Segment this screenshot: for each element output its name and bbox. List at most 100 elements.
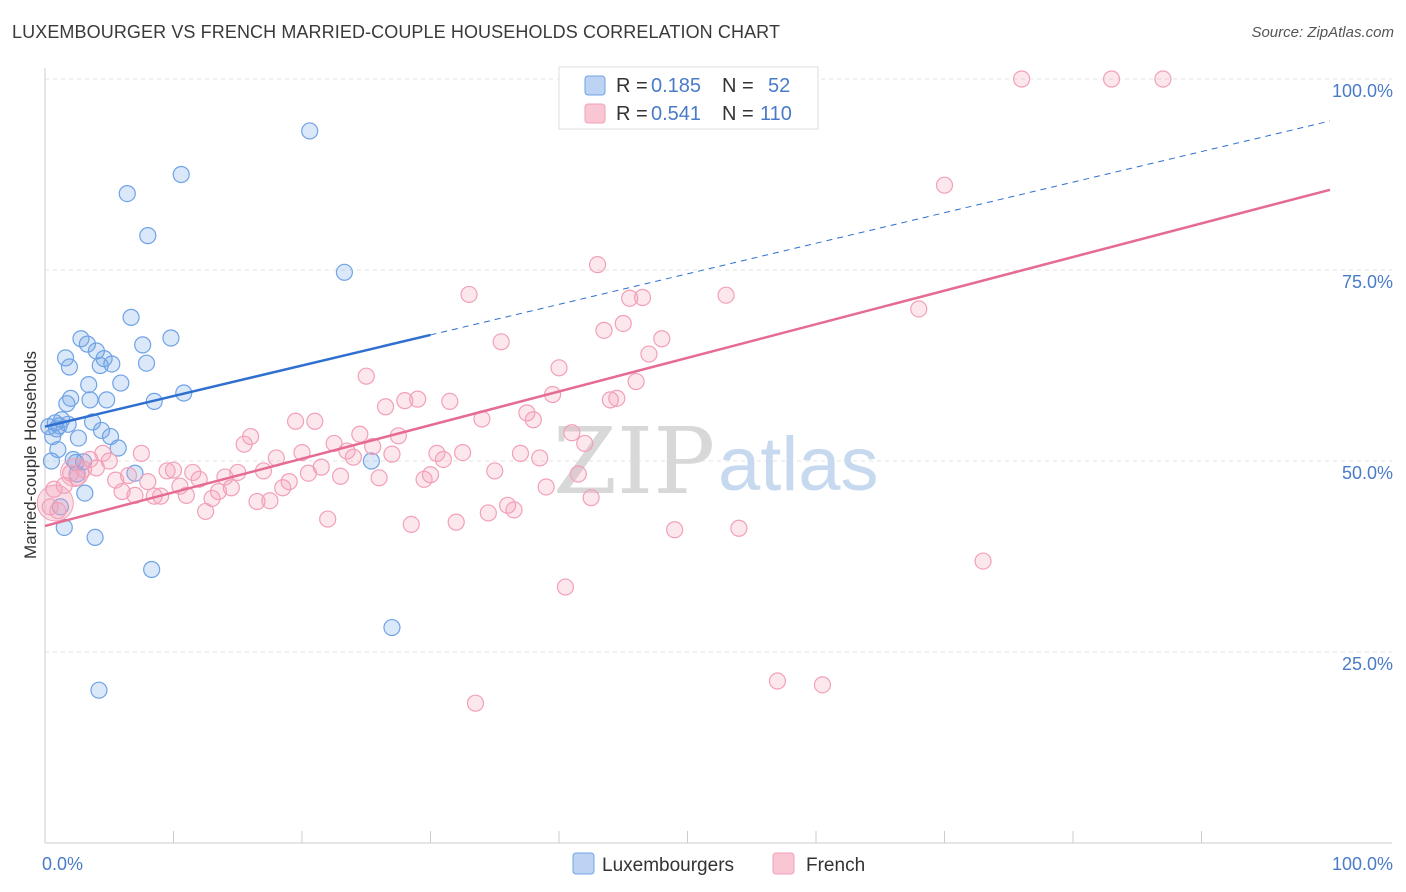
watermark-zip: ZIP <box>553 408 715 515</box>
french-point-47 <box>344 448 362 466</box>
y-tick-label-1: 50.0% <box>1342 463 1393 483</box>
french-point-43 <box>319 510 337 528</box>
luxembourgers-point-7 <box>55 518 73 537</box>
french-point-34 <box>261 492 279 510</box>
french-point-102 <box>935 176 954 194</box>
french-point-62 <box>441 392 459 411</box>
luxembourgers-point-38 <box>134 336 152 354</box>
french-point-28 <box>222 479 240 497</box>
french-point-95 <box>717 286 735 304</box>
french-point-21 <box>177 486 195 504</box>
french-point-38 <box>286 412 305 430</box>
luxembourgers-point-39 <box>137 354 156 372</box>
luxembourgers-point-36 <box>122 308 140 326</box>
luxembourgers-trend-line <box>44 333 431 428</box>
luxembourgers-point-34 <box>112 374 130 392</box>
luxembourgers-point-11 <box>60 358 79 376</box>
french-point-88 <box>608 389 626 407</box>
french-point-1 <box>49 502 67 520</box>
legend-n-value-lux: 52 <box>768 75 790 97</box>
french-point-42 <box>312 458 330 476</box>
legend-r-value-fr: 0.541 <box>651 103 701 125</box>
french-point-51 <box>370 469 388 487</box>
french-point-87 <box>601 391 620 409</box>
french-point-12 <box>119 466 138 485</box>
french-point-64 <box>454 443 472 462</box>
french-point-57 <box>409 390 427 408</box>
french-point-25 <box>203 489 221 508</box>
luxembourgers-point-33 <box>109 439 127 457</box>
legend-r-label-fr: R = <box>616 103 648 125</box>
french-point-86 <box>595 321 613 339</box>
y-tick-label-2: 75.0% <box>1342 272 1393 292</box>
luxembourgers-point-30 <box>98 391 116 409</box>
french-point-56 <box>402 515 420 534</box>
french-point-26 <box>209 482 228 501</box>
legend-swatch-french <box>584 103 606 124</box>
luxembourgers-point-22 <box>81 391 99 409</box>
trend-lines <box>44 120 1331 528</box>
bottom-legend-swatch-luxembourgers <box>572 852 595 875</box>
luxembourgers-point-44 <box>172 165 190 184</box>
french-point-41 <box>306 412 324 430</box>
french-point-66 <box>466 694 485 712</box>
french-trend-line <box>44 188 1331 528</box>
legend-n-value-fr: 110 <box>760 103 792 125</box>
luxembourgers-point-41 <box>143 560 161 579</box>
french-point-18 <box>158 462 176 480</box>
french-point-31 <box>242 427 260 446</box>
french-point-68 <box>479 504 497 522</box>
french-point-75 <box>524 411 542 429</box>
legend-r-value-lux: 0.185 <box>651 75 701 97</box>
luxembourgers-point-40 <box>139 227 157 245</box>
watermark: ZIP atlas <box>553 408 879 515</box>
luxembourgers-points <box>40 122 401 699</box>
french-cluster-point <box>36 484 74 522</box>
top-legend: R = 0.185 N = 52 R = 0.541 N = 110 <box>558 66 819 130</box>
french-point-89 <box>614 314 632 333</box>
french-point-73 <box>511 444 530 462</box>
french-point-85 <box>588 256 607 274</box>
x-tick-labels: 0.0% 100.0% <box>42 854 1393 874</box>
x-tick-label-1: 100.0% <box>1332 854 1393 874</box>
french-point-9 <box>100 452 118 470</box>
bottom-legend-label-french: French <box>806 855 865 876</box>
luxembourgers-point-43 <box>162 329 180 347</box>
french-points <box>36 70 1172 712</box>
luxembourgers-point-48 <box>362 452 380 470</box>
luxembourgers-point-16 <box>69 429 88 447</box>
french-point-84 <box>582 489 600 507</box>
grid-lines <box>45 78 1392 653</box>
french-point-92 <box>640 345 658 363</box>
legend-swatch-luxembourgers <box>584 75 606 96</box>
french-point-90 <box>621 289 639 307</box>
french-point-63 <box>447 513 465 531</box>
legend-r-label-lux: R = <box>616 75 648 97</box>
french-point-60 <box>428 444 446 462</box>
french-point-105 <box>1102 70 1121 88</box>
french-point-69 <box>486 462 504 480</box>
french-point-101 <box>910 300 928 318</box>
french-point-52 <box>376 398 395 416</box>
french-point-91 <box>627 372 645 391</box>
french-point-100 <box>813 676 832 694</box>
french-point-37 <box>280 473 298 491</box>
french-point-82 <box>569 465 587 483</box>
french-point-59 <box>421 466 440 484</box>
luxembourgers-point-49 <box>383 618 401 637</box>
french-point-79 <box>550 359 568 377</box>
french-point-80 <box>556 578 575 596</box>
bottom-legend-label-luxembourgers: Luxembourgers <box>602 855 734 876</box>
french-point-81 <box>563 424 581 442</box>
french-point-19 <box>164 461 183 479</box>
french-point-93 <box>653 330 671 348</box>
luxembourgers-point-12 <box>62 389 80 407</box>
luxembourgers-point-20 <box>78 335 97 353</box>
french-point-11 <box>113 482 131 501</box>
french-cluster-point-2 <box>60 457 90 487</box>
french-point-103 <box>974 552 992 570</box>
french-point-104 <box>1012 70 1031 88</box>
bottom-legend: Luxembourgers French <box>572 852 865 876</box>
luxembourgers-trend-extension <box>430 120 1331 336</box>
french-point-96 <box>730 519 748 537</box>
